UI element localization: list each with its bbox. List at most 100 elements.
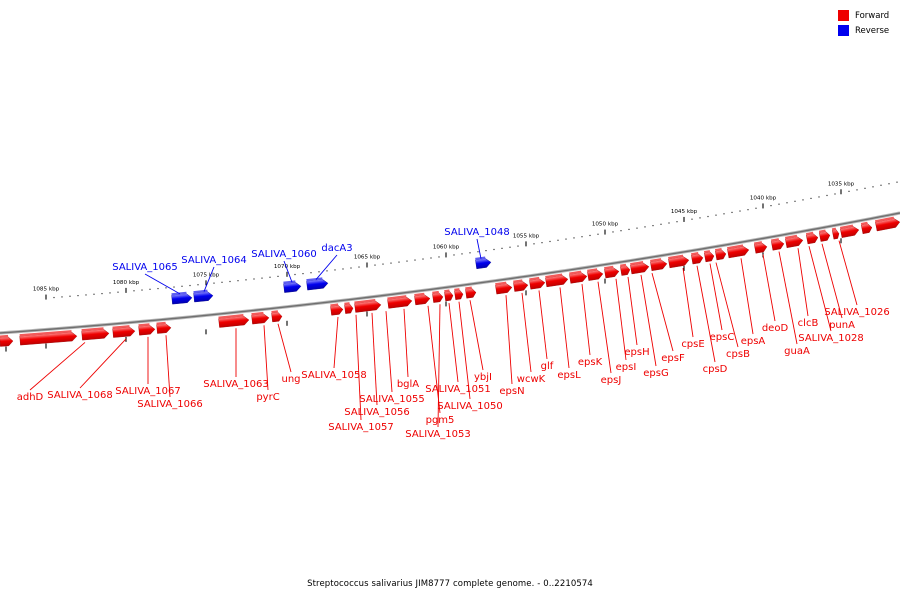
forward-gene-arrow — [805, 231, 819, 245]
gene-label: SALIVA_1063 — [203, 379, 268, 390]
gene-label: ung — [281, 374, 300, 385]
forward-gene-arrow — [753, 241, 768, 254]
gene-label: cpsE — [681, 339, 704, 350]
gene-track — [0, 216, 900, 347]
forward-gene-arrow — [344, 302, 354, 314]
reverse-gene-arrow — [283, 280, 302, 293]
forward-gene-arrow — [81, 327, 110, 341]
gene-label: SALIVA_1064 — [181, 255, 246, 266]
tick-label: 1065 kbp — [354, 254, 381, 260]
reverse-gene-arrow — [193, 289, 214, 303]
reverse-gene-arrow — [306, 277, 329, 291]
forward-gene-arrow — [354, 298, 382, 313]
forward-gene-arrow — [414, 292, 431, 306]
gene-label: adhD — [17, 392, 44, 403]
gene-labels: adhD SALIVA_1068 SALIVA_1067SALIVA_1066SAL… — [17, 227, 890, 440]
gene-label: epsK — [578, 357, 603, 368]
forward-gene-arrow — [668, 254, 690, 269]
legend: Forward Reverse — [838, 8, 900, 38]
gene-label: SALIVA_1066 — [137, 399, 202, 410]
forward-gene-arrow — [650, 258, 668, 271]
gene-label: epsH — [624, 347, 649, 358]
gene-label: SALIVA_1057 — [328, 422, 393, 433]
gene-label: SALIVA_1048 — [444, 227, 509, 238]
forward-gene-arrow — [529, 276, 546, 290]
gene-label: epsA — [741, 336, 766, 347]
forward-gene-arrow — [604, 265, 620, 279]
gene-label: wcwK — [517, 374, 546, 385]
gene-label: cpsB — [726, 349, 750, 360]
legend-label: Reverse — [855, 25, 890, 36]
gene-label: SALIVA_1051 — [425, 384, 490, 395]
forward-gene-arrow — [630, 261, 650, 275]
gene-label: SALIVA_1068 — [47, 390, 112, 401]
legend-label: Forward — [855, 10, 890, 21]
legend-item-reverse: Reverse — [838, 23, 900, 38]
forward-gene-arrow — [691, 252, 704, 265]
genome-caption: Streptococcus salivarius JIM8777 complet… — [307, 579, 593, 589]
gene-label: SALIVA_1056 — [344, 407, 409, 418]
forward-gene-arrow — [112, 325, 136, 338]
gene-label: dacA3 — [321, 243, 352, 254]
forward-gene-arrow — [156, 321, 172, 334]
gene-label: epsC — [710, 332, 735, 343]
forward-gene-arrow — [714, 248, 727, 261]
gene-label: deoD — [762, 323, 789, 334]
gene-label: SALIVA_1053 — [405, 429, 470, 440]
gene-label: ybjI — [474, 372, 492, 383]
gene-label: epsI — [616, 362, 637, 373]
tick-label: 1080 kbp — [113, 280, 140, 286]
forward-gene-arrow — [818, 229, 831, 242]
gene-label: SALIVA_1067 — [115, 386, 180, 397]
gene-label: cpsD — [703, 364, 728, 375]
tick-label: 1075 kbp — [193, 272, 220, 278]
reverse-gene-arrow — [171, 291, 193, 305]
forward-gene-arrow — [495, 281, 513, 295]
gene-label: clcB — [798, 318, 819, 329]
gene-label: epsJ — [601, 375, 622, 386]
gene-label: glf — [541, 361, 554, 372]
forward-swatch — [838, 10, 849, 21]
gene-label: epsF — [661, 353, 685, 364]
gene-label: epsL — [557, 370, 581, 381]
tick-label: 1040 kbp — [750, 195, 777, 201]
gene-label: epsG — [643, 368, 668, 379]
forward-gene-arrow — [860, 221, 873, 234]
gene-label: pgm5 — [426, 415, 455, 426]
forward-gene-arrow — [444, 289, 454, 302]
forward-gene-arrow — [138, 323, 156, 336]
gene-label: SALIVA_1058 — [301, 370, 366, 381]
tick-label: 1085 kbp — [33, 287, 60, 293]
gene-label: SALIVA_1026 — [824, 307, 889, 318]
gene-label: epsN — [499, 386, 524, 397]
forward-gene-arrow — [465, 286, 477, 299]
gene-label: SALIVA_1050 — [437, 401, 502, 412]
forward-gene-arrow — [218, 314, 250, 328]
backbone — [0, 211, 900, 335]
tick-label: 1060 kbp — [433, 244, 460, 250]
forward-gene-arrow — [874, 216, 900, 232]
forward-gene-arrow — [432, 290, 444, 303]
gene-label: punA — [829, 320, 855, 331]
tick-label: 1050 kbp — [592, 222, 619, 228]
forward-gene-arrow — [620, 263, 631, 276]
forward-gene-arrow — [387, 295, 413, 309]
reverse-swatch — [838, 25, 849, 36]
forward-gene-arrow — [831, 227, 840, 240]
tick-label: 1055 kbp — [513, 233, 540, 239]
tick-label: 1070 kbp — [274, 264, 301, 270]
forward-gene-arrow — [569, 270, 588, 284]
forward-gene-arrow — [545, 273, 569, 288]
forward-gene-arrow — [703, 250, 715, 263]
legend-item-forward: Forward — [838, 8, 900, 23]
forward-gene-arrow — [271, 310, 283, 323]
gene-label: bglA — [397, 379, 419, 390]
reverse-gene-arrow — [475, 256, 492, 270]
gene-label: SALIVA_1028 — [798, 333, 863, 344]
gene-label: guaA — [784, 346, 810, 357]
forward-gene-arrow — [19, 330, 78, 346]
forward-gene-arrow — [784, 234, 804, 248]
forward-gene-arrow — [330, 303, 344, 316]
gene-label: SALIVA_1065 — [112, 262, 177, 273]
